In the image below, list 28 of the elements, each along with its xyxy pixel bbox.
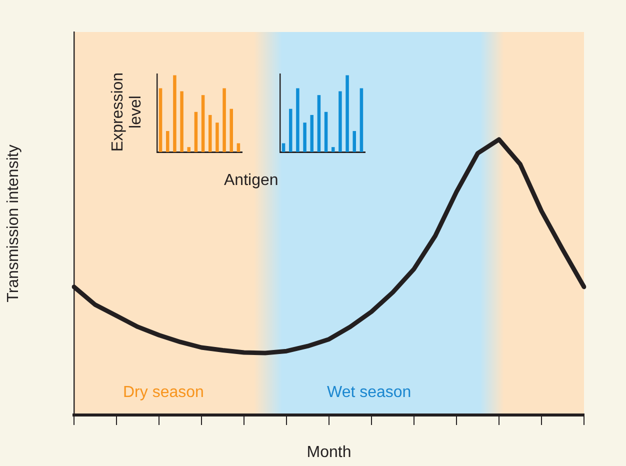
bar [331, 147, 335, 152]
y-axis-title: Transmission intensity [5, 144, 22, 302]
bar [324, 112, 328, 152]
bar [187, 147, 191, 152]
bar [360, 88, 364, 152]
y-axis-title: Expression level [110, 72, 146, 152]
annotation: Wet season [327, 384, 412, 402]
bar [296, 88, 300, 152]
bar [310, 114, 314, 152]
bar [338, 91, 342, 152]
bar [346, 75, 349, 152]
bar [352, 131, 356, 152]
bar [208, 114, 212, 152]
bar [216, 122, 219, 152]
bar [158, 88, 162, 152]
x-axis-title: Antigen [224, 172, 278, 190]
bar [166, 131, 170, 152]
x-axis-title: Month [306, 444, 352, 461]
bar [173, 75, 176, 152]
bar [201, 95, 205, 152]
bar [288, 108, 292, 152]
bar [194, 112, 198, 152]
bar [303, 122, 306, 152]
bar [180, 91, 184, 152]
bar [317, 95, 321, 152]
bar [222, 88, 226, 152]
bar [230, 108, 234, 152]
annotation: Dry season [123, 384, 204, 402]
